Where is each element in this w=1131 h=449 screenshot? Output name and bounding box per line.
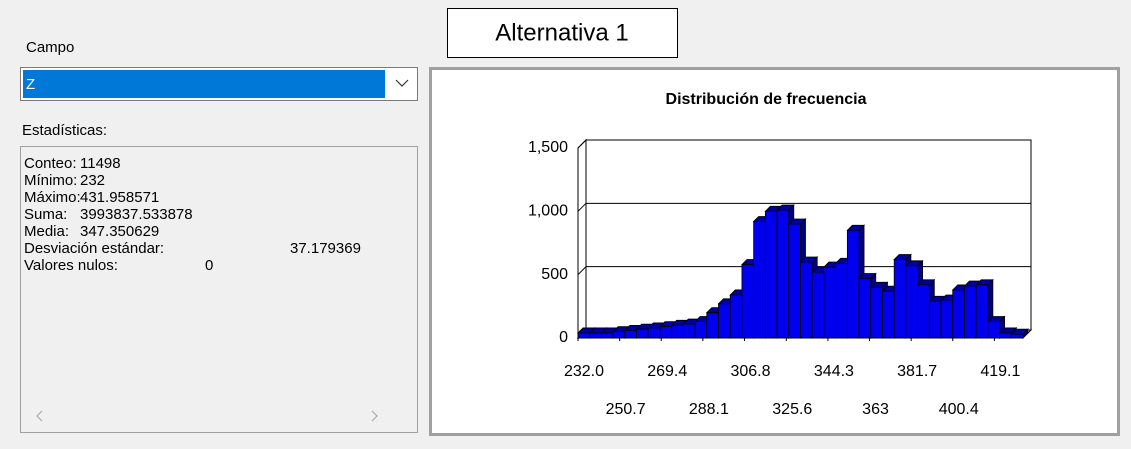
chart: 0 500 1,000 1,500 232.0 250.7 269.4 288.1 306.8 3… xyxy=(528,138,1033,418)
bar-front xyxy=(647,327,661,339)
x-tick-label: 344.3 xyxy=(814,363,854,380)
bar-front xyxy=(659,326,673,339)
bar-front xyxy=(612,331,626,339)
bar-front xyxy=(753,221,766,339)
bar-front xyxy=(928,300,942,339)
bar-front xyxy=(636,328,649,339)
stat-label: Valores nulos: xyxy=(24,257,118,274)
bar-front xyxy=(671,324,684,339)
bar-front xyxy=(729,294,743,339)
x-tick-label: 269.4 xyxy=(647,363,687,380)
chart-title: Distribución de frecuencia xyxy=(666,91,867,108)
bar-front xyxy=(940,299,954,339)
stat-label: Mínimo: xyxy=(24,172,77,189)
caption-box xyxy=(447,8,678,58)
stat-label: Máximo: xyxy=(24,189,81,206)
bar-front xyxy=(952,289,965,339)
x-tick-label: 288.1 xyxy=(689,401,729,418)
x-tick-label: 306.8 xyxy=(730,363,770,380)
bar-front xyxy=(893,259,907,339)
y-tick-label: 500 xyxy=(541,266,568,283)
bar xyxy=(1010,328,1029,339)
grid-line xyxy=(577,202,1031,212)
bar-front xyxy=(882,290,895,339)
bar-front xyxy=(577,332,591,339)
stat-value: 3993837.533878 xyxy=(80,206,193,223)
bar-front xyxy=(811,271,825,339)
bar-front xyxy=(624,329,637,339)
stat-label: Conteo: xyxy=(24,155,77,172)
bar-front xyxy=(964,285,977,339)
bar-front xyxy=(870,286,883,339)
x-tick-label: 400.4 xyxy=(939,401,979,418)
bar-front xyxy=(682,323,696,339)
stat-label: Media: xyxy=(24,223,69,240)
grid-line xyxy=(577,266,1031,276)
x-tick-label: 363 xyxy=(862,401,889,418)
bar-front xyxy=(999,332,1012,339)
bar-front xyxy=(858,278,872,339)
bar-front xyxy=(917,284,930,339)
x-tick-label: 419.1 xyxy=(980,363,1020,380)
scroll-arrows[interactable] xyxy=(36,410,378,422)
field-label: Campo xyxy=(26,39,74,56)
bar-front xyxy=(975,284,989,339)
bar-front xyxy=(987,321,1000,339)
scrollbar[interactable] xyxy=(22,404,416,431)
field-selection xyxy=(23,70,385,98)
stat-value: 11498 xyxy=(80,155,121,172)
x-tick-label: 381.7 xyxy=(897,363,937,380)
y-tick-label: 1,500 xyxy=(528,139,568,156)
bar-front xyxy=(905,265,919,339)
bar-front xyxy=(589,332,602,339)
bar-front xyxy=(601,332,614,339)
bar-front xyxy=(706,312,719,339)
x-tick-label: 232.0 xyxy=(564,363,604,380)
caption: Alternativa 1 xyxy=(495,19,628,46)
x-tick-label: 250.7 xyxy=(606,401,646,418)
bar-front xyxy=(776,209,790,339)
bar-front xyxy=(788,223,801,339)
stats-label: Estadísticas: xyxy=(22,122,107,139)
grid-line xyxy=(577,139,1031,149)
x-tick-label: 325.6 xyxy=(772,401,812,418)
stat-value: 232 xyxy=(80,172,105,189)
left-wall xyxy=(577,138,587,340)
stats-box xyxy=(20,146,418,433)
y-tick-label: 1,000 xyxy=(528,203,568,220)
bar-front xyxy=(741,264,755,339)
stat-value: 0 xyxy=(205,257,213,274)
stat-value: 37.179369 xyxy=(290,240,361,257)
bar-front xyxy=(764,210,778,339)
bar-front xyxy=(823,266,837,339)
bar-front xyxy=(1010,333,1024,339)
field-value: Z xyxy=(26,76,35,93)
bar-front xyxy=(846,229,860,339)
stat-value: 347.350629 xyxy=(80,223,159,240)
stat-label: Suma: xyxy=(24,206,67,223)
bar-front xyxy=(800,261,813,339)
bar-front xyxy=(835,262,848,339)
stat-value: 431.958571 xyxy=(80,189,159,206)
bar-front xyxy=(694,321,708,339)
stat-label: Desviación estándar: xyxy=(24,240,164,257)
bar-front xyxy=(718,303,731,339)
y-tick-label: 0 xyxy=(559,329,568,346)
dropdown-arrow[interactable] xyxy=(395,79,409,87)
